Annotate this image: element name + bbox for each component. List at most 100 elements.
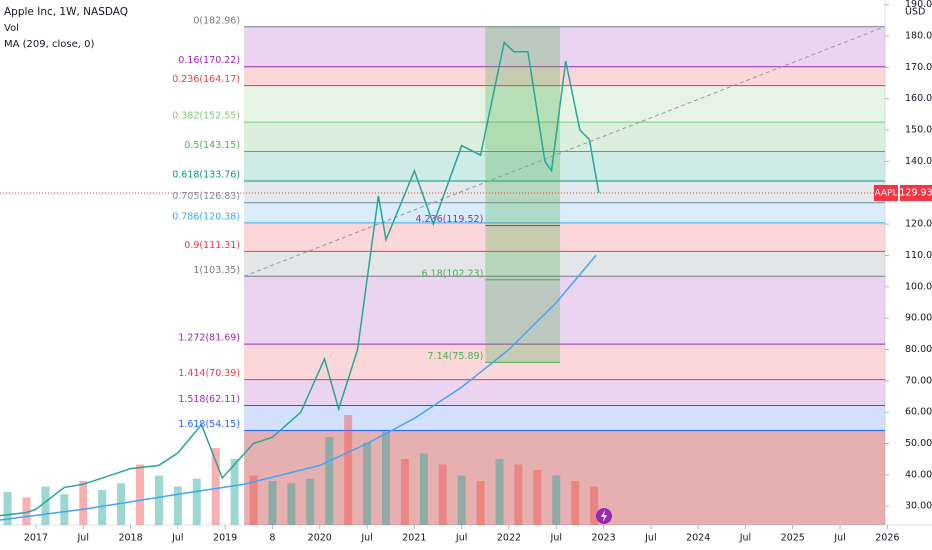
volume-bar: [117, 483, 126, 525]
price-line: [0, 40, 600, 517]
volume-bar: [325, 437, 334, 525]
trend-line: [243, 26, 886, 277]
volume-bar: [22, 497, 31, 525]
y-tick-label: 30.00: [905, 501, 932, 512]
y-tick-label: 150.00: [905, 125, 932, 136]
fib-label: 0.16(170.22): [178, 55, 240, 66]
fib-band: [244, 222, 885, 252]
x-tick-label: 2018: [118, 533, 142, 544]
y-tick-label: 40.00: [905, 469, 932, 480]
fib-band: [244, 251, 885, 277]
volume-bar: [3, 492, 12, 525]
x-tick-label: Jul: [739, 533, 751, 544]
fib-band: [244, 151, 885, 181]
y-tick-label: 100.00: [905, 281, 932, 292]
fib-band: [244, 122, 885, 152]
fib-label: 1(103.35): [193, 265, 240, 276]
x-tick-label: 2024: [686, 533, 710, 544]
trend-fib-label: 6.18(102.23): [421, 268, 483, 279]
currency-label: USD: [905, 7, 925, 18]
fib-label: 1.414(70.39): [178, 368, 240, 379]
y-tick-label: 90.00: [905, 313, 932, 324]
price-tag: [900, 184, 932, 201]
volume-bar: [571, 481, 580, 525]
volume-bar: [41, 486, 50, 525]
trend-fib-box: [485, 26, 561, 363]
x-tick-label: 2020: [308, 533, 332, 544]
y-tick-label: 190.00: [905, 0, 932, 10]
plot: 0(182.96) 0.16(170.22) 0.236(164.17) 0.382(…: [0, 15, 886, 525]
volume-bar: [98, 489, 107, 525]
fib-band: [244, 85, 885, 123]
x-tick-label: Jul: [455, 533, 467, 544]
fib-label: 0.9(111.31): [184, 240, 240, 251]
volume-bar: [287, 483, 296, 525]
ma-line: [0, 254, 597, 521]
volume-bar: [514, 464, 523, 525]
volume-bar: [590, 486, 599, 525]
y-tick-label: 180.00: [905, 31, 932, 42]
fib-label: 0.786(120.38): [172, 211, 240, 222]
fib-label: 0.382(152.55): [172, 111, 240, 122]
fib-band: [244, 202, 885, 223]
fib-label: 1.518(62.11): [178, 394, 240, 405]
volume-bar: [306, 478, 315, 525]
volume-bar: [495, 459, 504, 525]
x-tick-label: 2022: [497, 533, 521, 544]
y-tick-label: 80.00: [905, 344, 932, 355]
symbol-label: AAPL: [874, 188, 897, 198]
volume-bar: [136, 464, 145, 525]
x-tick-label: Jul: [833, 533, 845, 544]
fib-band: [244, 26, 885, 67]
x-tick-label: 8: [269, 533, 275, 544]
x-tick-label: 2025: [781, 533, 805, 544]
x-tick-label: Jul: [360, 533, 372, 544]
y-tick-label: 170.00: [905, 62, 932, 73]
fib-band: [244, 66, 885, 86]
x-tick-label: 2017: [24, 533, 48, 544]
y-tick-label: 50.00: [905, 438, 932, 449]
price-label: 129.93: [899, 187, 932, 198]
x-tick-label: Jul: [171, 533, 183, 544]
y-tick-label: 110.00: [905, 250, 932, 261]
fib-label: 0.618(133.76): [172, 169, 240, 180]
x-tick-label: Jul: [550, 533, 562, 544]
x-tick-label: 2019: [213, 533, 237, 544]
y-tick-label: 60.00: [905, 407, 932, 418]
fib-band: [244, 276, 885, 345]
fib-band: [244, 344, 885, 380]
fib-label: 0.705(126.83): [172, 191, 240, 202]
legend-item: MA (209, close, 0): [4, 39, 94, 50]
volume-bar: [60, 494, 69, 525]
trend-fib-label: 7.14(75.89): [428, 351, 484, 362]
fib-band: [244, 379, 885, 406]
volume-bar: [344, 415, 353, 525]
volume-bar: [173, 486, 182, 525]
volume-bar: [249, 475, 258, 525]
chart-title: Apple Inc, 1W, NASDAQ: [4, 6, 128, 18]
volume-bar: [533, 470, 542, 525]
volume-bar: [192, 478, 201, 525]
fib-band: [244, 405, 885, 431]
y-tick-label: 120.00: [905, 219, 932, 230]
volume-bar: [457, 475, 466, 525]
fib-band: [244, 430, 885, 525]
event-icon-bolt: [601, 510, 607, 522]
y-tick-label: 70.00: [905, 375, 932, 386]
x-tick-label: 2021: [402, 533, 426, 544]
volume-bar: [79, 481, 88, 525]
volume-bar: [438, 464, 447, 525]
fib-label: 0(182.96): [193, 15, 240, 26]
volume-bar: [230, 459, 239, 525]
volume-bar: [381, 431, 390, 525]
fib-label: 1.618(54.15): [178, 419, 240, 430]
volume-bar: [211, 448, 220, 525]
x-tick-label: 2023: [591, 533, 615, 544]
x-tick-label: Jul: [644, 533, 656, 544]
trend-fib-label: 4.236(119.52): [415, 214, 483, 225]
fib-label: 0.5(143.15): [184, 140, 240, 151]
fib-label: 1.272(81.69): [178, 333, 240, 344]
x-tick-label: 2026: [875, 533, 899, 544]
